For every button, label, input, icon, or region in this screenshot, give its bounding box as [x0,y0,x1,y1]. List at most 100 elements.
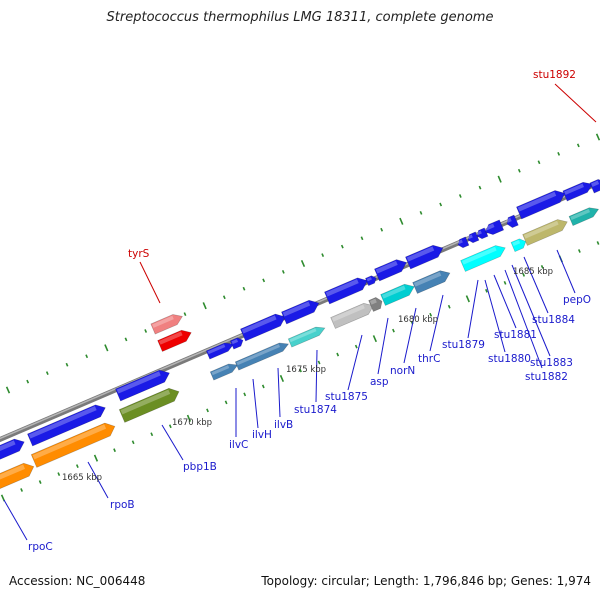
gene-label-ilvH: ilvH [252,429,272,441]
gene-feature [330,302,374,329]
gene-arrow [365,275,377,287]
inner-tick [150,432,154,437]
gene-highlight [32,424,107,460]
gene-arrow [457,236,470,249]
outer-tick [300,259,306,268]
inner-tick [224,400,228,405]
inner-tick [522,272,526,277]
inner-tick [485,288,488,293]
outer-tick [439,202,443,207]
gene-highlight [523,220,559,239]
scale-label: 1665 kbp [62,473,102,483]
gene-labels: rpoCrpoBpbp1BtyrSilvCilvHilvBstu1874stu1… [28,69,591,553]
inner-tick [186,414,192,422]
gene-highlight [366,277,372,282]
gene-feature [374,259,407,282]
leader-stu1892 [554,83,597,123]
gene-highlight [241,315,277,334]
gene-highlight [282,301,311,317]
gene-feature [287,326,326,348]
gene-arrow [115,369,170,402]
outer-tick [85,354,89,359]
inner-tick [354,344,358,349]
gene-arrow [234,342,290,371]
gene-label-pbp1B: pbp1B [183,461,217,473]
inner-ticks [0,241,600,502]
gene-label-stu1884: stu1884 [532,314,575,326]
leader-stu1884 [523,256,549,314]
gene-arrow [476,227,489,240]
gene-arrow [516,190,566,220]
leader-stu1875 [347,334,363,391]
inner-tick [261,384,265,389]
gene-arrow [589,179,600,194]
outer-tick [321,253,325,257]
gene-label-stu1882: stu1882 [525,371,568,383]
outer-tick [497,175,502,183]
inner-tick [243,392,247,397]
outer-tick [281,270,285,274]
gene-feature [568,207,600,226]
inner-tick [75,464,79,469]
gene-label-stu1875: stu1875 [325,391,368,403]
gene-feature [30,422,116,468]
accession-text: Accession: NC_006448 [9,574,146,588]
gene-arrow [281,299,320,325]
outer-tick [537,160,541,165]
inner-tick [299,368,302,373]
gene-label-rpoC: rpoC [28,541,53,553]
inner-tick [540,265,544,269]
gene-feature [234,342,290,371]
gene-highlight [406,246,435,262]
gene-feature [205,342,235,360]
gene-highlight [231,339,239,345]
gene-arrow [562,181,594,202]
gene-feature [467,231,480,244]
inner-tick [279,374,285,383]
outer-tick [576,143,580,148]
gene-feature [281,299,320,325]
gene-feature [324,277,368,305]
gene-highlight [0,464,25,486]
scale-label: 1685 kbp [513,267,553,277]
gene-label-asp: asp [370,376,389,388]
gene-label-stu1874: stu1874 [294,404,337,416]
outer-tick [202,302,207,310]
leader-pbp1B [161,424,184,461]
outer-tick [517,168,521,173]
gene-feature [27,404,106,447]
inner-tick [578,249,581,253]
gene-highlight [476,230,482,236]
gene-highlight [381,285,406,299]
leader-stu1881 [493,274,517,329]
leader-rpoB [87,461,109,499]
gene-highlight [457,239,463,245]
gene-feature [115,369,170,402]
gene-highlight [375,260,398,274]
leader-stu1880 [484,279,506,353]
gene-arrow [568,207,600,226]
inner-tick [372,335,377,343]
gene-label-stu1883: stu1883 [530,357,573,369]
gene-highlight [517,191,557,212]
gene-highlight [152,315,174,328]
gene-feature [460,245,506,272]
gene-features [0,179,600,494]
gene-highlight [325,279,359,297]
inner-tick [596,241,600,245]
gene-arrow [467,231,480,244]
gene-arrow [330,302,374,329]
gene-label-tyrS: tyrS [128,248,150,260]
leader-tyrS [139,261,161,304]
gene-highlight [158,331,183,345]
gene-label-stu1881: stu1881 [494,329,537,341]
gene-highlight [506,217,512,223]
gene-feature [522,219,568,246]
gene-feature [510,238,527,252]
gene-arrow [324,277,368,305]
scale-labels: 1665 kbp 1670 kbp 1675 kbp 1680 kbp 1685 kbp [62,267,553,483]
gene-arrow [205,342,235,360]
outer-tick [595,133,600,141]
outer-tick [124,337,128,342]
inner-tick [57,472,61,476]
